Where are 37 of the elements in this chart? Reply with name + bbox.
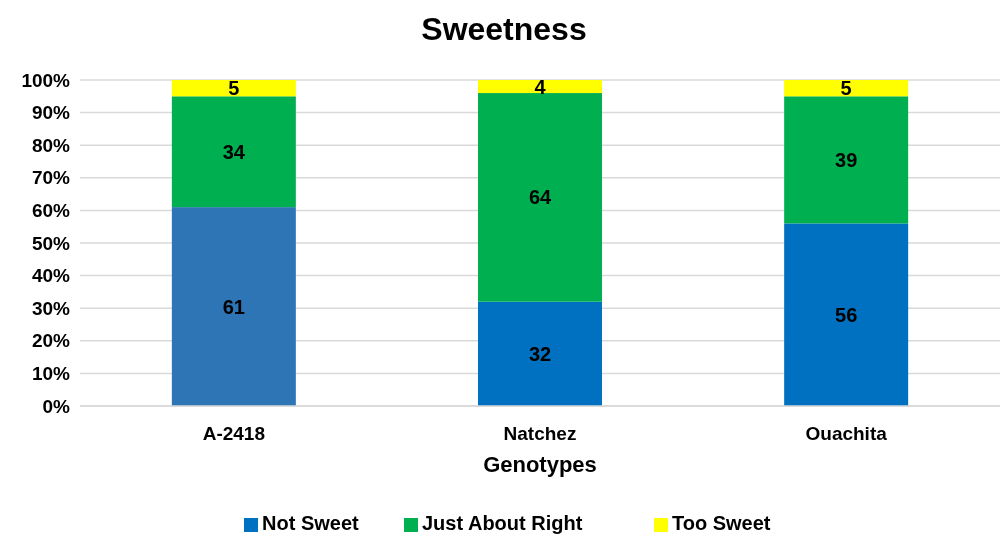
data-label: 34 xyxy=(222,140,246,163)
legend-label: Not Sweet xyxy=(262,512,360,534)
y-tick-label: 50% xyxy=(31,232,71,254)
bar xyxy=(784,223,909,406)
data-label: 61 xyxy=(222,295,245,318)
x-tick-label: Ouachita xyxy=(805,423,888,444)
x-axis-title: Genotypes xyxy=(483,452,597,477)
chart-title: Sweetness xyxy=(421,11,587,47)
y-tick-label: 30% xyxy=(31,297,71,319)
y-tick-label: 40% xyxy=(31,265,71,287)
y-tick-label: 100% xyxy=(21,69,71,91)
y-tick-label: 10% xyxy=(31,363,71,385)
bar xyxy=(478,80,602,94)
bar xyxy=(171,96,296,208)
legend-label: Too Sweet xyxy=(672,512,771,534)
x-tick-label: A-2418 xyxy=(202,423,266,444)
y-tick-label: 60% xyxy=(31,200,71,222)
y-tick-label: 70% xyxy=(31,167,71,189)
data-label: 64 xyxy=(528,186,552,209)
bar xyxy=(171,207,296,406)
legend-label: Just About Right xyxy=(422,512,583,534)
bar xyxy=(784,96,909,224)
data-label: 39 xyxy=(835,148,858,171)
bar xyxy=(478,301,602,406)
data-label: 5 xyxy=(228,77,240,100)
y-tick-label: 20% xyxy=(31,330,71,352)
y-tick-label: 80% xyxy=(31,134,71,156)
y-tick-label: 90% xyxy=(31,102,71,124)
x-tick-label: Natchez xyxy=(503,423,577,444)
y-tick-label: 0% xyxy=(42,395,71,417)
bar xyxy=(784,80,909,97)
bar xyxy=(478,93,602,302)
data-label: 56 xyxy=(835,303,858,326)
bar xyxy=(171,80,296,97)
data-label: 4 xyxy=(534,75,547,98)
data-label: 5 xyxy=(840,77,852,100)
data-label: 32 xyxy=(528,342,552,365)
